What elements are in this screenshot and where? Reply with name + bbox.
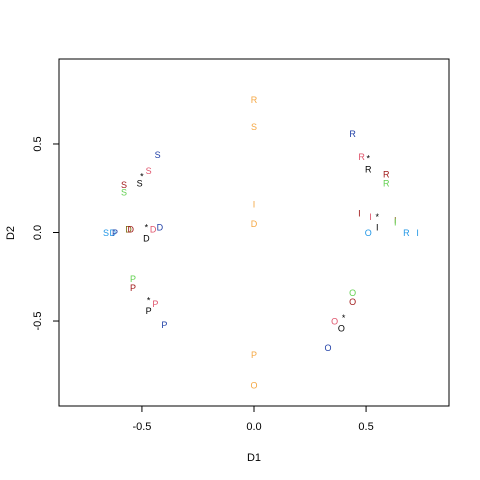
data-point: R (358, 152, 365, 162)
data-point: I (253, 200, 256, 210)
data-point: P (152, 299, 158, 309)
data-point: S (146, 166, 152, 176)
x-axis-label: D1 (247, 452, 261, 464)
data-point: D (251, 219, 258, 229)
data-point: O (349, 288, 356, 298)
data-point: S (121, 187, 127, 197)
data-point: R (383, 178, 390, 188)
data-point: R (251, 95, 258, 105)
data-point: S (137, 178, 143, 188)
data-point: O (338, 324, 345, 334)
x-tick-label: 0.5 (358, 421, 373, 433)
data-point: * (342, 313, 346, 323)
data-point: D (110, 228, 117, 238)
y-axis-label: D2 (5, 226, 17, 240)
data-point: I (416, 228, 419, 238)
data-point: D (143, 233, 150, 243)
data-point: O (250, 380, 257, 390)
data-point: I (358, 209, 361, 219)
data-point: * (145, 223, 149, 233)
data-point: I (376, 223, 379, 233)
x-axis: -0.5 0.0 0.5 (132, 406, 374, 433)
data-point: D (127, 224, 134, 234)
x-tick-label: 0.0 (246, 421, 261, 433)
y-axis: -0.5 0.0 0.5 (32, 136, 59, 331)
data-point: S (103, 228, 109, 238)
data-point: R (349, 129, 356, 139)
data-point: R (383, 170, 390, 180)
data-point: P (112, 228, 118, 238)
y-tick-label: -0.5 (32, 312, 44, 331)
data-point: P (130, 274, 136, 284)
data-point: * (367, 154, 371, 164)
data-point: P (146, 306, 152, 316)
y-tick-label: 0.5 (32, 136, 44, 151)
data-point: D (125, 224, 132, 234)
data-point: I (394, 216, 397, 226)
y-tick-label: 0.0 (32, 225, 44, 240)
data-point: I (394, 217, 397, 227)
data-point: * (147, 295, 151, 305)
data-point: R (403, 228, 410, 238)
data-point: S (155, 150, 161, 160)
data-point: D (157, 223, 164, 233)
data-point: * (376, 212, 380, 222)
data-point: * (140, 171, 144, 181)
data-point: O (365, 228, 372, 238)
data-point: S (121, 180, 127, 190)
data-point: O (331, 317, 338, 327)
data-point: P (130, 283, 136, 293)
data-point: R (365, 164, 372, 174)
data-point: O (324, 343, 331, 353)
data-point: I (369, 212, 372, 222)
data-point: O (349, 297, 356, 307)
data-point: P (161, 320, 167, 330)
data-point: P (251, 350, 257, 360)
x-tick-label: -0.5 (132, 421, 151, 433)
data-point: S (251, 122, 257, 132)
data-point: D (150, 224, 157, 234)
